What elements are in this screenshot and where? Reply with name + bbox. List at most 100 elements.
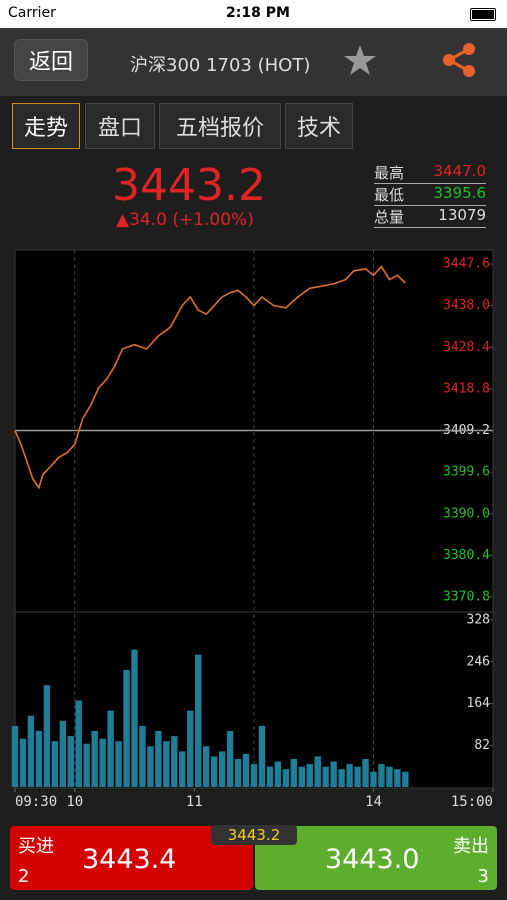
- volume-tick-label: 246: [467, 654, 490, 669]
- volume-bar: [59, 720, 66, 787]
- volume-bar: [43, 685, 51, 787]
- tab[interactable]: 走势: [12, 103, 80, 149]
- y-tick-label: 3370.8: [443, 590, 490, 605]
- y-tick-label: 3428.4: [443, 340, 490, 355]
- volume-bar: [226, 730, 234, 787]
- volume-bar: [171, 736, 178, 787]
- volume-bar: [195, 654, 202, 787]
- x-tick-label: 14: [365, 794, 382, 810]
- volume-bar: [218, 751, 226, 787]
- volume-bar: [322, 766, 329, 787]
- volume-bar: [362, 758, 369, 787]
- buy-label: 买进: [18, 836, 54, 857]
- volume-bar: [338, 769, 345, 787]
- sell-price: 3443.0: [325, 844, 420, 875]
- x-tick-label: 11: [186, 794, 203, 810]
- volume-bar: [155, 730, 162, 787]
- status-bar: Carrier 2:18 PM: [0, 0, 507, 28]
- stat-label: 最低: [374, 186, 405, 204]
- chart: 09:30 10 11 14 15:00 3447.6 3438.0 3428.4 3418.8…: [11, 249, 494, 810]
- y-tick-label: 3399.6: [443, 465, 490, 480]
- buy-price: 3443.4: [82, 844, 177, 875]
- volume-bar: [234, 758, 242, 787]
- stat-value: 13079: [438, 206, 486, 224]
- volume-bar: [179, 751, 186, 787]
- price-change: ▲34.0 (+1.00%): [116, 210, 254, 230]
- volume-bar: [354, 766, 361, 787]
- carrier: Carrier: [8, 5, 56, 21]
- tab[interactable]: 五档报价: [159, 103, 281, 149]
- volume-bar: [67, 736, 74, 787]
- volume-bar: [99, 738, 106, 787]
- stat-label: 最高: [374, 164, 405, 182]
- x-tick-label: 10: [66, 794, 83, 810]
- volume-bar: [83, 743, 90, 787]
- volume-bar: [386, 766, 393, 787]
- volume-bar: [258, 725, 266, 787]
- volume-bar: [290, 758, 298, 787]
- volume-bar: [402, 771, 409, 787]
- volume-bar: [123, 669, 130, 787]
- volume-bar: [51, 741, 59, 787]
- battery: [470, 8, 496, 21]
- sell-qty: 3: [477, 866, 489, 887]
- clock: 2:18 PM: [226, 5, 290, 21]
- volume-bar: [378, 764, 385, 787]
- volume-bar: [147, 746, 154, 787]
- volume-bar: [187, 710, 194, 787]
- volume-tick-label: 164: [467, 696, 491, 711]
- volume-bar: [27, 715, 35, 787]
- volume-bar: [163, 741, 170, 787]
- volume-bar: [131, 649, 138, 787]
- back-button[interactable]: 返回: [14, 39, 88, 81]
- volume-bar: [75, 700, 82, 787]
- price-line: [14, 265, 406, 490]
- volume-tick-label: 328: [467, 613, 490, 628]
- volume-bar: [210, 756, 218, 787]
- volume-bar: [370, 771, 377, 787]
- volume-bar: [266, 766, 274, 787]
- volume-bar: [91, 730, 98, 787]
- volume-bar: [298, 766, 305, 787]
- volume-bar: [250, 764, 258, 787]
- volume-bar: [107, 710, 114, 787]
- volume-bar: [314, 756, 321, 787]
- star-icon[interactable]: [343, 43, 377, 77]
- volume-bar: [115, 741, 122, 787]
- nav-title: 沪深300 1703 (HOT): [130, 55, 311, 76]
- y-tick-label: 3390.0: [443, 506, 490, 521]
- volume-bar: [282, 769, 290, 787]
- tab[interactable]: 盘口: [85, 103, 155, 149]
- volume-bar: [274, 761, 282, 787]
- stat-row: 总量 13079: [374, 206, 486, 228]
- stat-value: 3395.6: [433, 184, 487, 202]
- volume-bar: [139, 725, 146, 787]
- x-tick-label: 15:00: [451, 794, 493, 810]
- stat-row: 最低 3395.6: [374, 184, 486, 206]
- y-tick-label: 3447.6: [443, 257, 490, 272]
- volume-bar: [203, 746, 210, 787]
- stat-value: 3447.0: [433, 162, 487, 180]
- nav-bar: 返回 沪深300 1703 (HOT): [0, 28, 507, 96]
- volume-bar: [35, 730, 43, 787]
- y-tick-label: 3380.4: [443, 548, 490, 563]
- volume-bar: [242, 753, 250, 787]
- volume-bar: [394, 769, 401, 787]
- volume-bar: [11, 725, 19, 787]
- volume-bar: [306, 764, 313, 787]
- last-trade: 3443.2: [211, 825, 297, 845]
- y-tick-label: 3418.8: [443, 381, 490, 396]
- stat-label: 总量: [374, 208, 405, 226]
- volume-bar: [346, 764, 353, 787]
- stat-row: 最高 3447.0: [374, 162, 486, 184]
- share-icon[interactable]: [441, 42, 477, 78]
- sell-label: 卖出: [453, 836, 489, 857]
- buy-qty: 2: [18, 866, 30, 887]
- volume-bar: [19, 738, 27, 787]
- volume-tick-label: 82: [474, 738, 490, 753]
- volume-bar: [330, 761, 337, 787]
- y-tick-label: 3438.0: [443, 298, 490, 313]
- x-tick-label: 09:30: [15, 794, 57, 810]
- last-price: 3443.2: [112, 160, 266, 211]
- tab[interactable]: 技术: [285, 103, 353, 149]
